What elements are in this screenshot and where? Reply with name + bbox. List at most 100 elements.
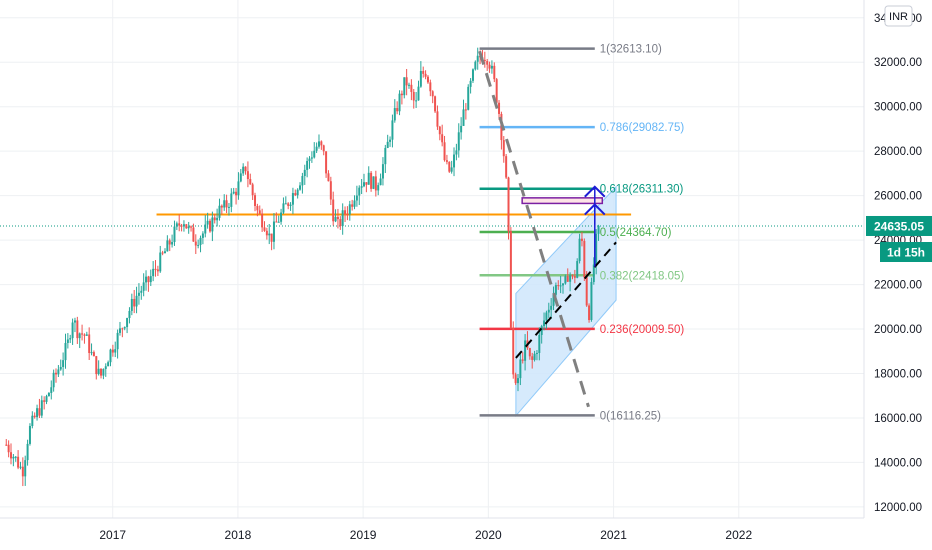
candle-body [396, 108, 399, 112]
candle-body [346, 214, 349, 216]
candle-body [270, 233, 273, 242]
y-tick-label: 12000.00 [874, 502, 922, 514]
candle-body [415, 100, 418, 102]
y-tick-label: 26000.00 [874, 191, 922, 203]
candle-body [308, 158, 311, 161]
candle-body [52, 372, 55, 388]
candle-body [365, 182, 368, 185]
y-tick-label: 16000.00 [874, 413, 922, 425]
currency-badge[interactable]: INR [884, 5, 913, 27]
candle-body [370, 172, 373, 189]
horizontal-levels[interactable] [0, 47, 864, 417]
candle-body [505, 156, 508, 178]
candle-body [45, 396, 48, 402]
candle-body [192, 227, 195, 242]
candle-body [344, 210, 347, 215]
candle-body [460, 125, 463, 133]
y-tick-label: 22000.00 [874, 280, 922, 292]
candle-body [381, 164, 384, 179]
candle-body [486, 61, 489, 65]
candle-body [393, 108, 396, 121]
candle-body [239, 173, 242, 182]
candle-body [256, 205, 259, 211]
candle-body [31, 415, 34, 426]
candle-body [471, 69, 474, 81]
candle-body [325, 151, 328, 174]
last-price-tag: 24635.05 [866, 215, 932, 236]
candle-body [40, 400, 43, 416]
time-axis[interactable]: 2017 2018 2019 2020 2021 2022 [99, 528, 752, 542]
candle-body [272, 221, 275, 242]
arrow-head[interactable] [584, 185, 606, 198]
candle-body [71, 322, 74, 339]
candle-body [524, 340, 527, 361]
candle-body [128, 310, 131, 319]
candle-body [576, 261, 579, 278]
candle-body [434, 96, 437, 112]
candle-body [249, 179, 252, 185]
gray-dashed-trendline[interactable] [478, 50, 590, 408]
y-tick-label: 28000.00 [874, 146, 922, 158]
candle-body [374, 176, 377, 191]
candle-body [595, 233, 598, 265]
candle-body [367, 172, 370, 185]
candle-body [564, 276, 567, 284]
candle-body [408, 84, 411, 86]
candle-body [204, 224, 207, 234]
candle-body [156, 269, 159, 272]
candle-body [197, 244, 200, 246]
candle-body [351, 204, 354, 207]
candle-body [81, 333, 84, 335]
candle-body [225, 200, 228, 208]
arrow-head[interactable] [584, 203, 606, 216]
target-zone-box[interactable] [521, 197, 604, 205]
candle-body [299, 185, 302, 190]
candle-body [118, 328, 121, 333]
candle-body [107, 362, 110, 367]
candle-body [261, 213, 264, 228]
candle-body [92, 352, 95, 357]
y-tick-label: 32000.00 [874, 57, 922, 69]
candle-body [33, 415, 36, 418]
candle-body [166, 240, 169, 252]
candle-body [114, 349, 117, 353]
candle-body [277, 221, 280, 223]
candle-body [258, 210, 261, 214]
candle-body [329, 181, 332, 200]
candle-body [348, 204, 351, 215]
candle-body [502, 140, 505, 157]
candle-body [431, 91, 434, 97]
candle-body [294, 193, 297, 196]
candle-body [168, 240, 171, 245]
candle-body [201, 233, 204, 238]
candle-body [559, 285, 562, 287]
candle-body [580, 238, 583, 241]
candle-body [483, 59, 486, 62]
candle-body [64, 342, 67, 361]
candle-body [443, 142, 446, 161]
candle-body [358, 187, 361, 196]
candle-body [412, 91, 415, 101]
candle-body [26, 443, 29, 461]
candle-body [154, 268, 157, 270]
black-dashed-midline[interactable] [515, 241, 617, 359]
candle-body [220, 205, 223, 208]
candle-body [543, 320, 546, 327]
chart-grid [0, 0, 864, 518]
candle-body [28, 425, 31, 444]
candle-body [47, 392, 50, 397]
candle-body [445, 160, 448, 162]
candle-body [9, 452, 12, 459]
candle-body [102, 368, 105, 376]
candle-body [130, 298, 133, 311]
candle-body [135, 295, 138, 307]
candle-body [254, 195, 257, 206]
candle-body [218, 205, 221, 218]
candle-body [403, 77, 406, 96]
candle-body [538, 335, 541, 353]
candle-body [507, 177, 510, 232]
drawing-overlays[interactable] [478, 50, 617, 408]
x-tick-label: 2021 [600, 528, 627, 542]
candle-body [516, 378, 519, 384]
